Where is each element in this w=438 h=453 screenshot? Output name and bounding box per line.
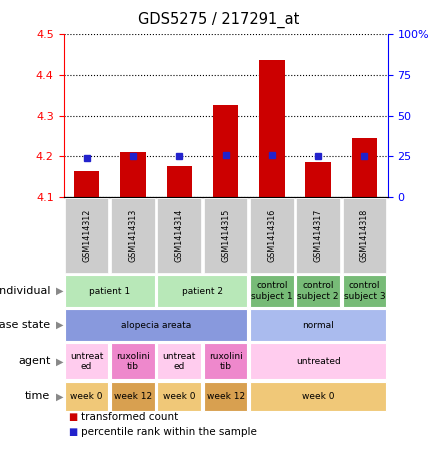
Bar <box>305 163 331 197</box>
Text: week 12: week 12 <box>206 392 245 401</box>
Text: control
subject 3: control subject 3 <box>344 281 385 301</box>
Text: disease state: disease state <box>0 320 50 330</box>
Text: patient 1: patient 1 <box>89 287 131 295</box>
Text: GDS5275 / 217291_at: GDS5275 / 217291_at <box>138 11 300 28</box>
Text: GSM1414314: GSM1414314 <box>175 209 184 262</box>
Text: week 0: week 0 <box>302 392 335 401</box>
Bar <box>166 167 192 197</box>
Bar <box>259 61 285 197</box>
Bar <box>120 152 146 197</box>
Text: ▶: ▶ <box>56 356 64 366</box>
Text: control
subject 2: control subject 2 <box>297 281 339 301</box>
Text: ruxolini
tib: ruxolini tib <box>208 352 243 371</box>
Text: time: time <box>25 391 50 401</box>
Text: untreated: untreated <box>296 357 341 366</box>
Text: week 0: week 0 <box>163 392 195 401</box>
Text: agent: agent <box>18 356 50 366</box>
Text: patient 2: patient 2 <box>182 287 223 295</box>
Text: GSM1414316: GSM1414316 <box>267 209 276 262</box>
Text: ▶: ▶ <box>56 320 64 330</box>
Text: individual: individual <box>0 286 50 296</box>
Text: GSM1414312: GSM1414312 <box>82 209 91 262</box>
Text: GSM1414315: GSM1414315 <box>221 209 230 262</box>
Text: ▶: ▶ <box>56 391 64 401</box>
Text: week 12: week 12 <box>114 392 152 401</box>
Bar <box>213 105 238 197</box>
Text: ruxolini
tib: ruxolini tib <box>116 352 150 371</box>
Bar <box>74 170 99 197</box>
Text: ▶: ▶ <box>56 286 64 296</box>
Text: GSM1414318: GSM1414318 <box>360 209 369 262</box>
Text: untreat
ed: untreat ed <box>70 352 103 371</box>
Text: GSM1414313: GSM1414313 <box>128 209 138 262</box>
Text: normal: normal <box>302 321 334 329</box>
Bar <box>352 138 377 197</box>
Text: control
subject 1: control subject 1 <box>251 281 293 301</box>
Text: GSM1414317: GSM1414317 <box>314 209 323 262</box>
Text: untreat
ed: untreat ed <box>162 352 196 371</box>
Text: alopecia areata: alopecia areata <box>121 321 191 329</box>
Text: ■: ■ <box>68 427 77 437</box>
Text: week 0: week 0 <box>71 392 103 401</box>
Text: percentile rank within the sample: percentile rank within the sample <box>81 427 257 437</box>
Text: ■: ■ <box>68 412 77 422</box>
Text: transformed count: transformed count <box>81 412 178 422</box>
